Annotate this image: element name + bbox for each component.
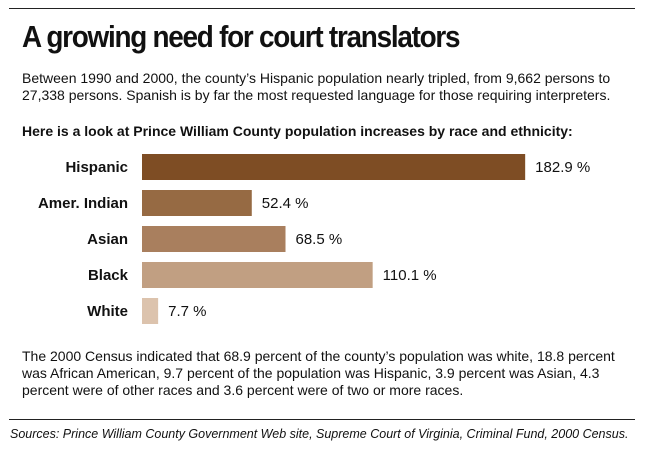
category-label-black: Black: [88, 267, 129, 284]
category-label-amer-indian: Amer. Indian: [38, 195, 128, 212]
chart-title: Here is a look at Prince William County …: [22, 123, 573, 139]
value-label-amer-indian: 52.4 %: [262, 195, 309, 212]
census-paragraph: The 2000 Census indicated that 68.9 perc…: [22, 348, 615, 398]
category-label-hispanic: Hispanic: [65, 159, 128, 176]
page-title: A growing need for court translators: [22, 19, 461, 54]
bar-asian: [142, 226, 286, 252]
category-label-asian: Asian: [87, 231, 128, 248]
value-label-white: 7.7 %: [168, 303, 206, 320]
intro-paragraph: Between 1990 and 2000, the county’s Hisp…: [22, 70, 611, 103]
sources-note: Sources: Prince William County Governmen…: [10, 427, 629, 441]
bar-hispanic: [142, 154, 526, 180]
top-rule: [9, 8, 635, 9]
population-increase-bar-chart: Hispanic 182.9 % Amer. Indian 52.4 % Asian 68…: [38, 154, 590, 324]
value-label-hispanic: 182.9 %: [535, 159, 590, 176]
value-label-black: 110.1 %: [383, 267, 437, 284]
category-label-white: White: [87, 303, 128, 320]
bar-black: [142, 262, 373, 288]
value-label-asian: 68.5 %: [296, 231, 343, 248]
bar-amer-indian: [142, 190, 252, 216]
bottom-rule: [9, 419, 635, 420]
bar-white: [142, 298, 159, 324]
